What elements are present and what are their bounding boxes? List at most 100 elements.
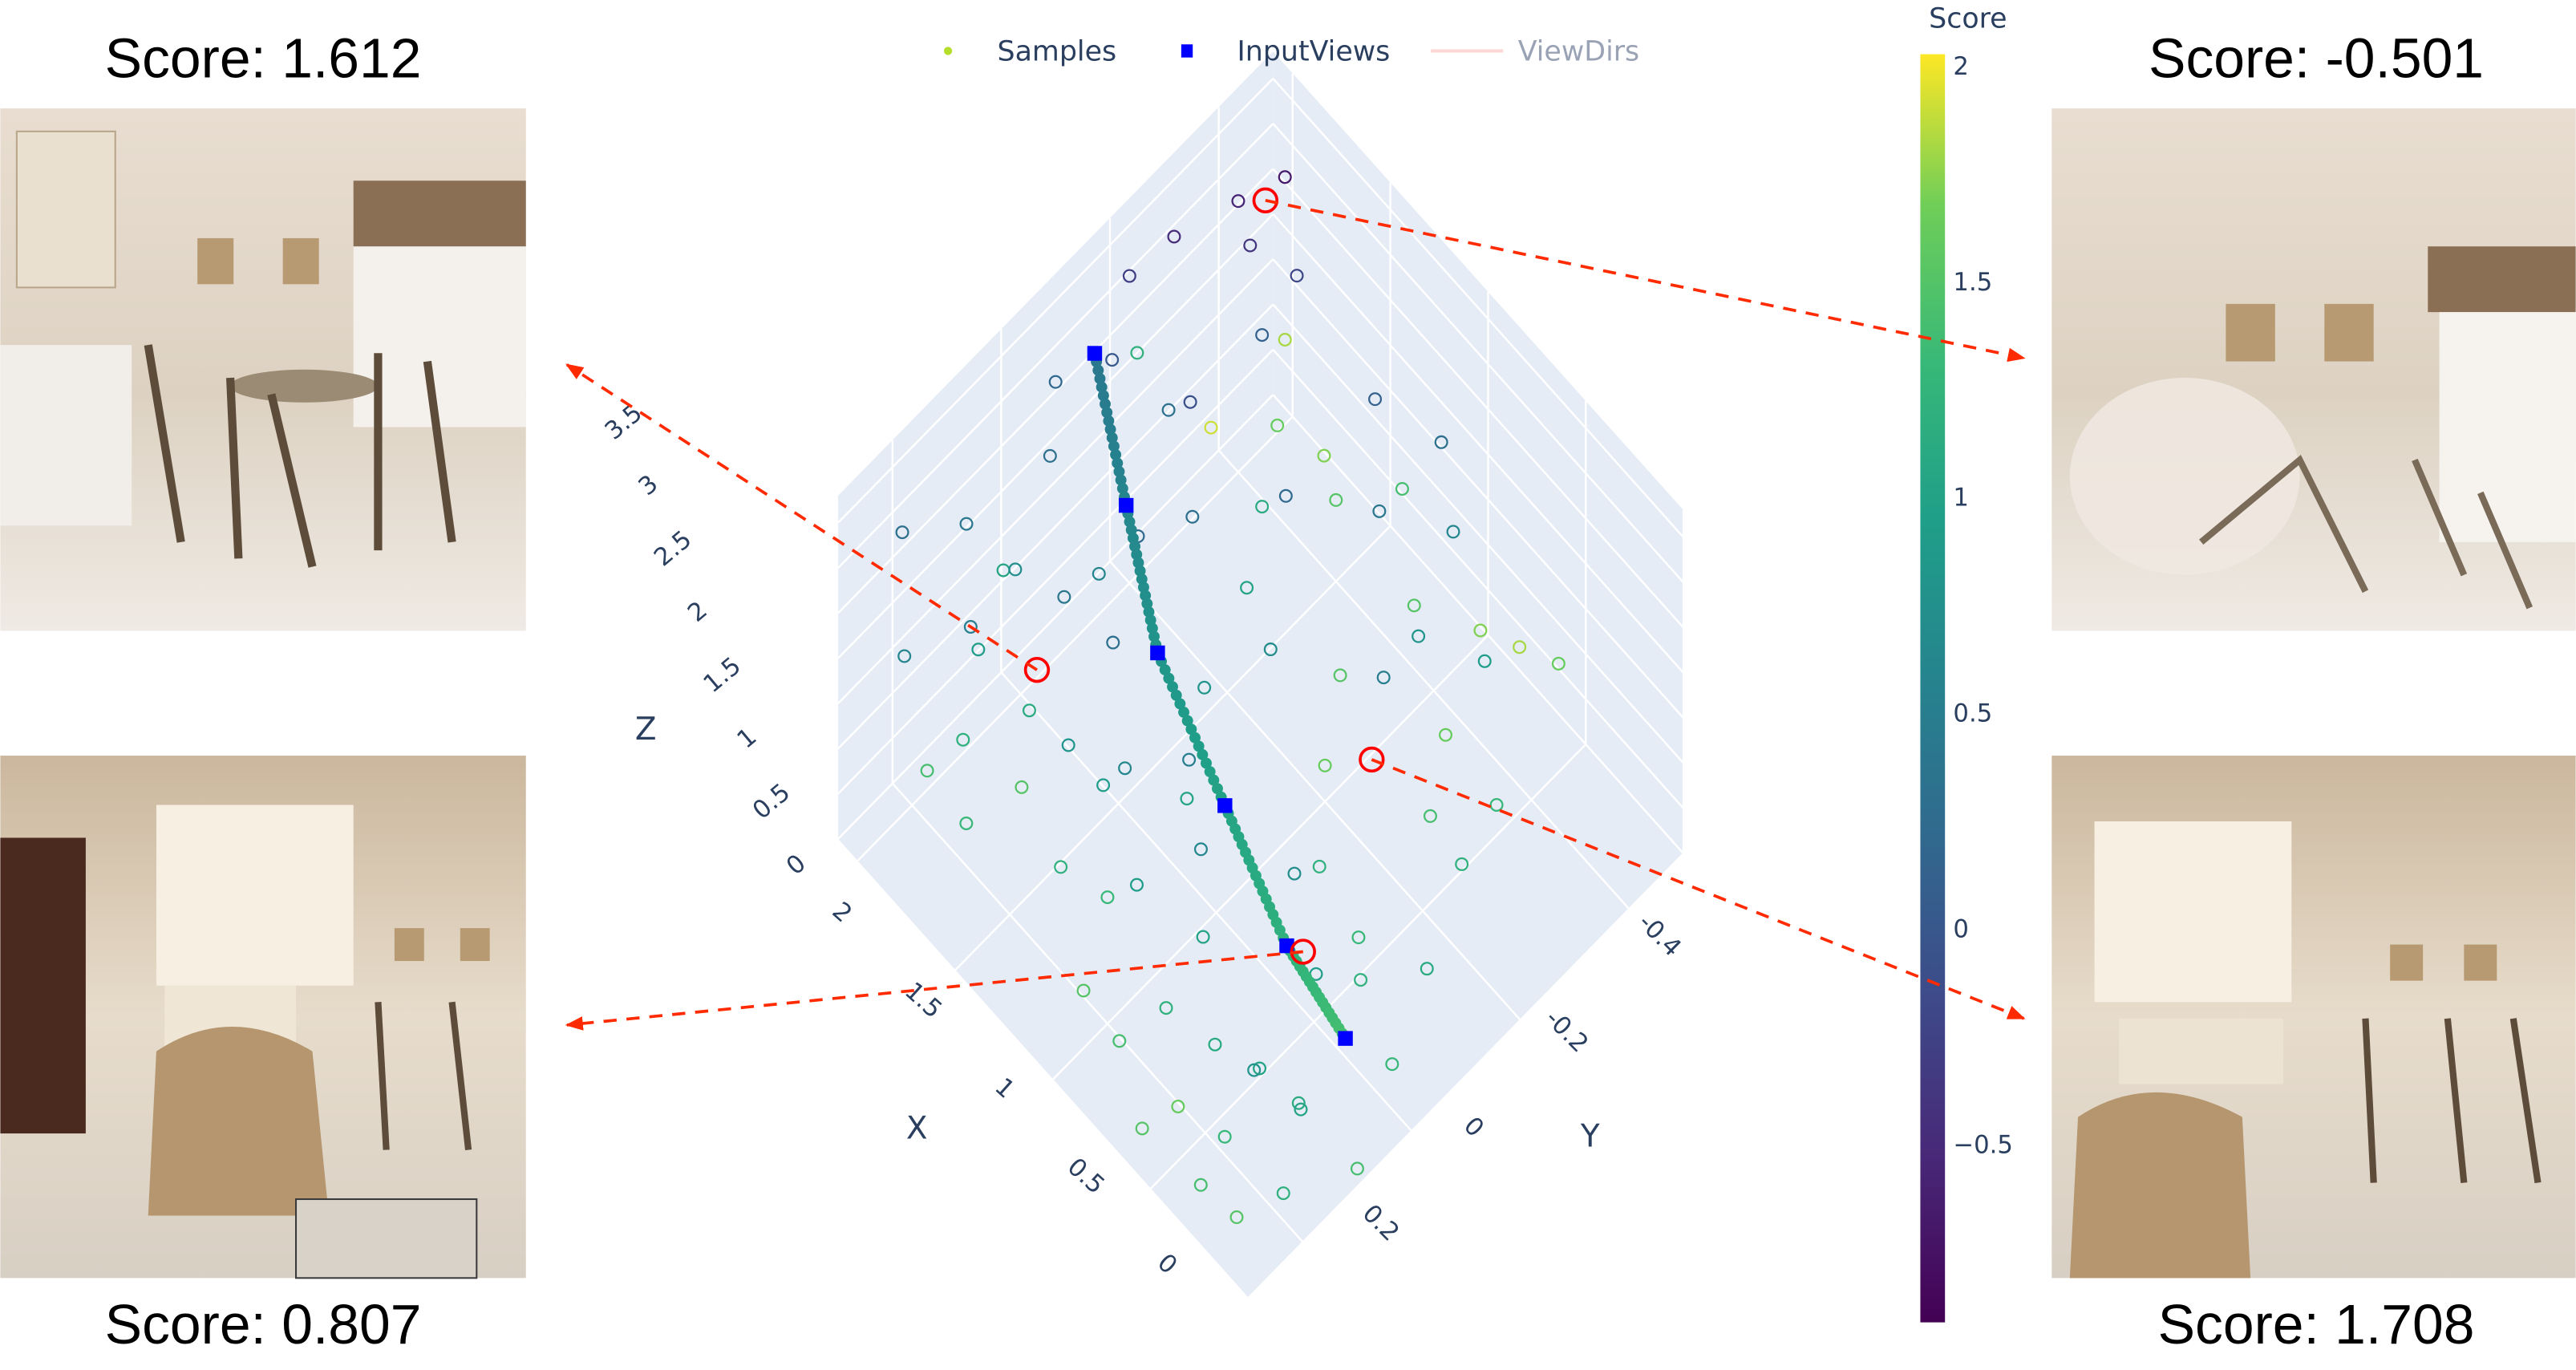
sample-point[interactable] [956,732,970,747]
sample-point[interactable] [1196,930,1210,944]
sample-point[interactable] [959,517,974,531]
sample-point[interactable] [1204,420,1218,435]
sample-point[interactable] [1473,623,1488,638]
sample-point[interactable] [1412,629,1426,643]
sample-point[interactable] [1350,1161,1364,1176]
sample-point[interactable] [1368,392,1383,407]
highlighted-sample[interactable] [1252,187,1279,214]
sample-point[interactable] [1130,346,1144,360]
legend-item-inputviews[interactable]: InputViews [1181,36,1390,68]
sample-point[interactable] [1395,481,1409,496]
sample-point[interactable] [920,764,934,778]
sample-point[interactable] [1100,890,1115,905]
sample-point[interactable] [1354,973,1368,987]
sample-point[interactable] [1551,656,1565,671]
sample-point[interactable] [963,620,978,634]
sample-point[interactable] [1167,229,1181,244]
sample-point[interactable] [1278,170,1292,184]
sample-point[interactable] [1372,504,1387,518]
sample-point[interactable] [1057,590,1071,604]
sample-point[interactable] [1329,492,1343,507]
sample-point[interactable] [1118,761,1132,776]
sample-point[interactable] [1208,1037,1222,1052]
sample-point[interactable] [1434,435,1448,449]
sample-point[interactable] [1122,269,1136,283]
sample-point[interactable] [1054,860,1068,874]
sample-point[interactable] [1291,1096,1306,1110]
sample-point[interactable] [1455,857,1469,871]
sample-point[interactable] [1420,962,1434,976]
scene-3d[interactable]: 0 0.5 1 1.5 2 -0.4 -0.2 0 0.2 0 0.5 1 1.5 2 2.5 3 3.5 [599,51,1687,1299]
input-view-marker[interactable] [1150,645,1165,661]
sample-point[interactable] [1477,654,1492,668]
input-view-marker[interactable] [1217,798,1233,813]
sample-point[interactable] [1253,1061,1267,1076]
sample-point[interactable] [1229,1210,1244,1225]
sample-point[interactable] [1161,403,1176,417]
sample-point[interactable] [1489,798,1504,813]
sample-point[interactable] [1333,668,1347,683]
sample-point[interactable] [1513,640,1527,655]
sample-point[interactable] [1231,194,1245,209]
sample-point[interactable] [1183,395,1197,409]
sample-point[interactable] [1043,448,1057,463]
sample-point[interactable] [1112,1034,1127,1048]
sample-point[interactable] [895,525,909,540]
legend-item-viewdirs[interactable]: ViewDirs [1431,36,1639,68]
sample-point[interactable] [1015,780,1029,794]
sample-point[interactable] [1318,758,1332,772]
sample-point[interactable] [1385,1057,1399,1072]
sample-point[interactable] [1048,375,1063,389]
sample-point[interactable] [1407,598,1421,613]
sample-point[interactable] [1446,525,1460,539]
sample-point[interactable] [1317,448,1331,463]
legend-item-samples[interactable]: Samples [943,36,1116,68]
sample-point[interactable] [1193,842,1208,857]
sample-point[interactable] [1263,642,1278,657]
highlighted-sample[interactable] [1023,656,1051,683]
sample-point[interactable] [1276,1186,1290,1201]
sample-point[interactable] [1290,269,1304,283]
sample-point[interactable] [1092,566,1106,581]
input-view-marker[interactable] [1087,346,1103,361]
sample-point[interactable] [1255,500,1270,514]
sample-point[interactable] [1439,728,1453,742]
input-view-marker[interactable] [1338,1031,1353,1046]
highlighted-sample[interactable] [1359,746,1385,773]
sample-point[interactable] [1129,878,1144,892]
z-tick-label: 1 [731,722,762,754]
sample-point[interactable] [897,649,912,663]
sample-point[interactable] [1278,488,1293,503]
input-view-marker[interactable] [1118,497,1134,513]
sample-point[interactable] [1243,238,1258,253]
sample-point[interactable] [1287,866,1302,881]
sample-point[interactable] [1106,635,1120,650]
sample-point[interactable] [1312,859,1326,873]
sample-point[interactable] [1376,671,1391,685]
sample-point[interactable] [1182,752,1197,767]
sample-point[interactable] [959,817,974,831]
sample-point[interactable] [1197,680,1212,695]
sample-point[interactable] [1022,703,1036,718]
sample-point[interactable] [1159,1001,1173,1015]
sample-point[interactable] [1270,418,1285,432]
sample-point[interactable] [1294,1102,1308,1117]
sample-point[interactable] [1255,328,1270,342]
sample-point[interactable] [971,642,986,657]
sample-point[interactable] [1135,1121,1149,1136]
sample-point[interactable] [1180,792,1194,806]
sample-point[interactable] [1008,562,1023,577]
sample-point[interactable] [1076,983,1091,998]
sample-point[interactable] [1278,333,1292,347]
sample-point[interactable] [1096,778,1111,792]
sample-point[interactable] [1217,1129,1232,1144]
sample-point[interactable] [1351,930,1366,945]
sample-point[interactable] [1185,509,1200,524]
sample-point[interactable] [1061,738,1075,752]
sample-point[interactable] [1105,353,1120,367]
sample-point[interactable] [1423,809,1437,823]
sample-point[interactable] [1247,1063,1262,1077]
sample-point[interactable] [1193,1177,1208,1192]
sample-point[interactable] [1240,581,1254,595]
sample-point[interactable] [1171,1100,1185,1114]
